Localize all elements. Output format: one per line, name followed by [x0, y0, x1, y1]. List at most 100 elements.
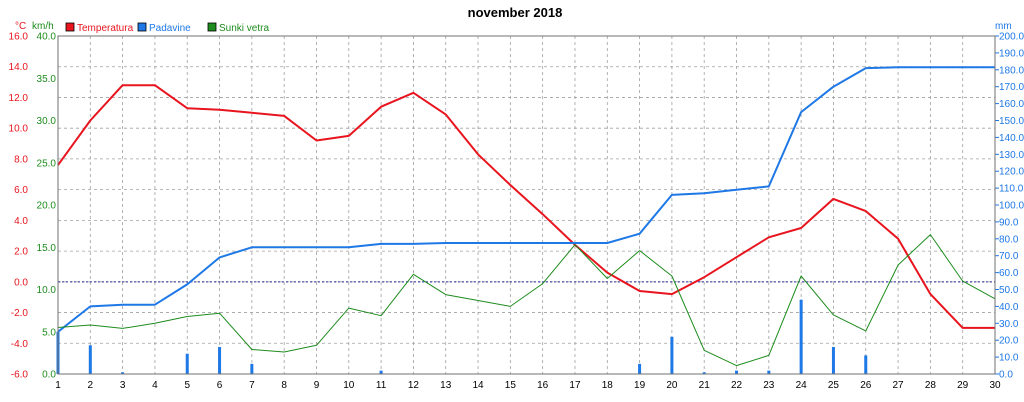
legend-swatch-sunki-vetra	[207, 22, 217, 32]
tick-label-x: 2	[88, 380, 94, 391]
tick-label-x: 9	[314, 380, 320, 391]
legend-label-temperatura: Temperatura	[77, 23, 134, 34]
tick-label-wind: 10.0	[37, 285, 57, 296]
tick-label-rain: 50.0	[999, 285, 1019, 296]
tick-label-rain: 130.0	[999, 150, 1024, 161]
series-line-sunki-vetra	[57, 234, 996, 367]
tick-label-temperature: 10.0	[9, 124, 29, 135]
rain-bar	[250, 363, 254, 374]
tick-label-rain: 200.0	[999, 32, 1024, 43]
tick-label-rain: 140.0	[999, 133, 1024, 144]
tick-label-wind: 35.0	[37, 74, 57, 85]
tick-label-rain: 60.0	[999, 268, 1019, 279]
tick-label-temperature: -6.0	[11, 370, 29, 381]
tick-label-x: 29	[957, 380, 969, 391]
rain-bar	[799, 299, 803, 374]
series-line-padavine	[57, 66, 995, 333]
unit-wind: km/h	[32, 21, 54, 32]
axis-ticks: 16.014.012.010.08.06.04.02.00.0-2.0-4.0-…	[9, 32, 1024, 392]
tick-label-x: 25	[828, 380, 840, 391]
rain-bar	[88, 345, 92, 374]
tick-label-rain: 40.0	[999, 302, 1019, 313]
legend-label-sunki-vetra: Sunki vetra	[219, 23, 269, 34]
tick-label-rain: 110.0	[999, 184, 1024, 195]
tick-label-temperature: 4.0	[14, 216, 28, 227]
tick-label-x: 13	[440, 380, 452, 391]
tick-label-x: 20	[666, 380, 678, 391]
rain-bar	[864, 355, 868, 374]
tick-label-temperature: 6.0	[14, 185, 28, 196]
tick-label-x: 18	[602, 380, 614, 391]
tick-label-x: 5	[184, 380, 190, 391]
tick-label-rain: 30.0	[999, 319, 1019, 330]
rain-bar	[735, 370, 739, 374]
plot-frame	[57, 35, 996, 375]
tick-label-x: 19	[634, 380, 646, 391]
tick-label-x: 7	[249, 380, 255, 391]
chart-title: november 2018	[468, 5, 563, 20]
tick-label-temperature: 16.0	[9, 32, 29, 43]
tick-label-rain: 190.0	[999, 48, 1024, 59]
tick-label-wind: 20.0	[37, 201, 57, 212]
tick-label-rain: 0.0	[999, 370, 1013, 381]
legend: Temperatura Padavine Sunki vetra	[65, 22, 269, 34]
rain-bar	[702, 372, 706, 374]
tick-label-rain: 120.0	[999, 167, 1024, 178]
rain-bar	[670, 336, 674, 374]
tick-label-x: 1	[55, 380, 61, 391]
tick-label-wind: 30.0	[37, 116, 57, 127]
rain-bar	[831, 346, 835, 374]
tick-label-wind: 15.0	[37, 243, 57, 254]
tick-label-rain: 100.0	[999, 201, 1024, 212]
rain-bar	[185, 353, 189, 374]
grid	[57, 35, 996, 375]
tick-label-x: 23	[763, 380, 775, 391]
tick-label-x: 15	[505, 380, 517, 391]
tick-label-x: 24	[796, 380, 808, 391]
tick-label-rain: 70.0	[999, 251, 1019, 262]
tick-label-x: 16	[537, 380, 549, 391]
tick-label-rain: 80.0	[999, 234, 1019, 245]
tick-label-temperature: 8.0	[14, 154, 28, 165]
series-lines	[57, 66, 996, 367]
tick-label-wind: 0.0	[42, 370, 56, 381]
tick-label-x: 17	[569, 380, 581, 391]
tick-label-x: 8	[281, 380, 287, 391]
rain-bar	[767, 370, 771, 374]
tick-label-temperature: 2.0	[14, 247, 28, 258]
rain-bar	[379, 370, 383, 374]
tick-label-x: 3	[120, 380, 126, 391]
tick-label-rain: 20.0	[999, 336, 1019, 347]
tick-label-rain: 150.0	[999, 116, 1024, 127]
tick-label-temperature: -2.0	[11, 308, 29, 319]
legend-swatch-padavine	[137, 22, 147, 32]
tick-label-x: 4	[152, 380, 158, 391]
tick-label-x: 12	[408, 380, 420, 391]
tick-label-rain: 170.0	[999, 82, 1024, 93]
legend-swatch-temperatura	[65, 22, 75, 32]
tick-label-wind: 40.0	[37, 32, 57, 43]
rain-bar	[121, 372, 125, 374]
tick-label-x: 10	[343, 380, 355, 391]
tick-label-wind: 5.0	[42, 327, 56, 338]
tick-label-rain: 160.0	[999, 99, 1024, 110]
tick-label-x: 21	[699, 380, 711, 391]
tick-label-temperature: 14.0	[9, 62, 29, 73]
series-line-temperatura	[57, 84, 995, 329]
tick-label-rain: 180.0	[999, 65, 1024, 76]
tick-label-x: 11	[376, 380, 387, 391]
tick-label-wind: 25.0	[37, 158, 57, 169]
tick-label-rain: 10.0	[999, 353, 1019, 364]
legend-label-padavine: Padavine	[149, 23, 191, 34]
tick-label-x: 28	[925, 380, 937, 391]
tick-label-x: 14	[472, 380, 484, 391]
tick-label-x: 27	[893, 380, 905, 391]
rain-bar	[638, 363, 642, 374]
tick-label-x: 26	[860, 380, 872, 391]
unit-temperature: °C	[15, 21, 26, 32]
tick-label-temperature: 12.0	[9, 93, 29, 104]
rain-bar	[218, 346, 222, 374]
tick-label-x: 30	[989, 380, 1001, 391]
tick-label-rain: 90.0	[999, 217, 1019, 228]
